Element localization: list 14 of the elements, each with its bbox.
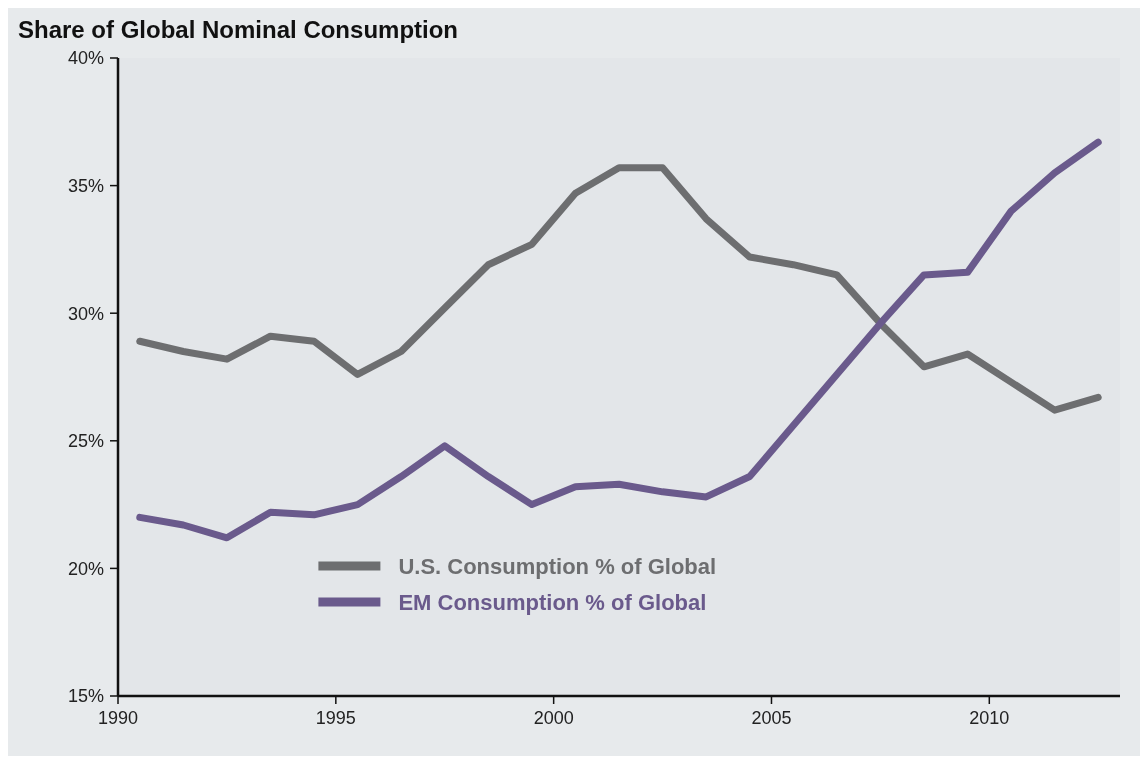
x-tick-label: 1990 (97, 708, 139, 728)
legend-label: EM Consumption % of Global (398, 589, 707, 615)
x-tick-label: 2000 (533, 708, 574, 728)
y-tick-label: 35% (67, 175, 104, 196)
y-tick-label: 25% (67, 431, 104, 452)
x-tick-label: 2005 (751, 708, 792, 728)
y-tick-label: 15% (67, 686, 104, 707)
legend-label: U.S. Consumption % of Global (398, 553, 717, 579)
y-tick-label: 30% (67, 303, 104, 324)
chart-title: Share of Global Nominal Consumption (18, 16, 459, 43)
x-tick-label: 1995 (315, 708, 356, 728)
x-tick-label: 2010 (969, 708, 1010, 728)
y-tick-label: 40% (67, 48, 104, 69)
y-tick-label: 20% (67, 558, 104, 579)
